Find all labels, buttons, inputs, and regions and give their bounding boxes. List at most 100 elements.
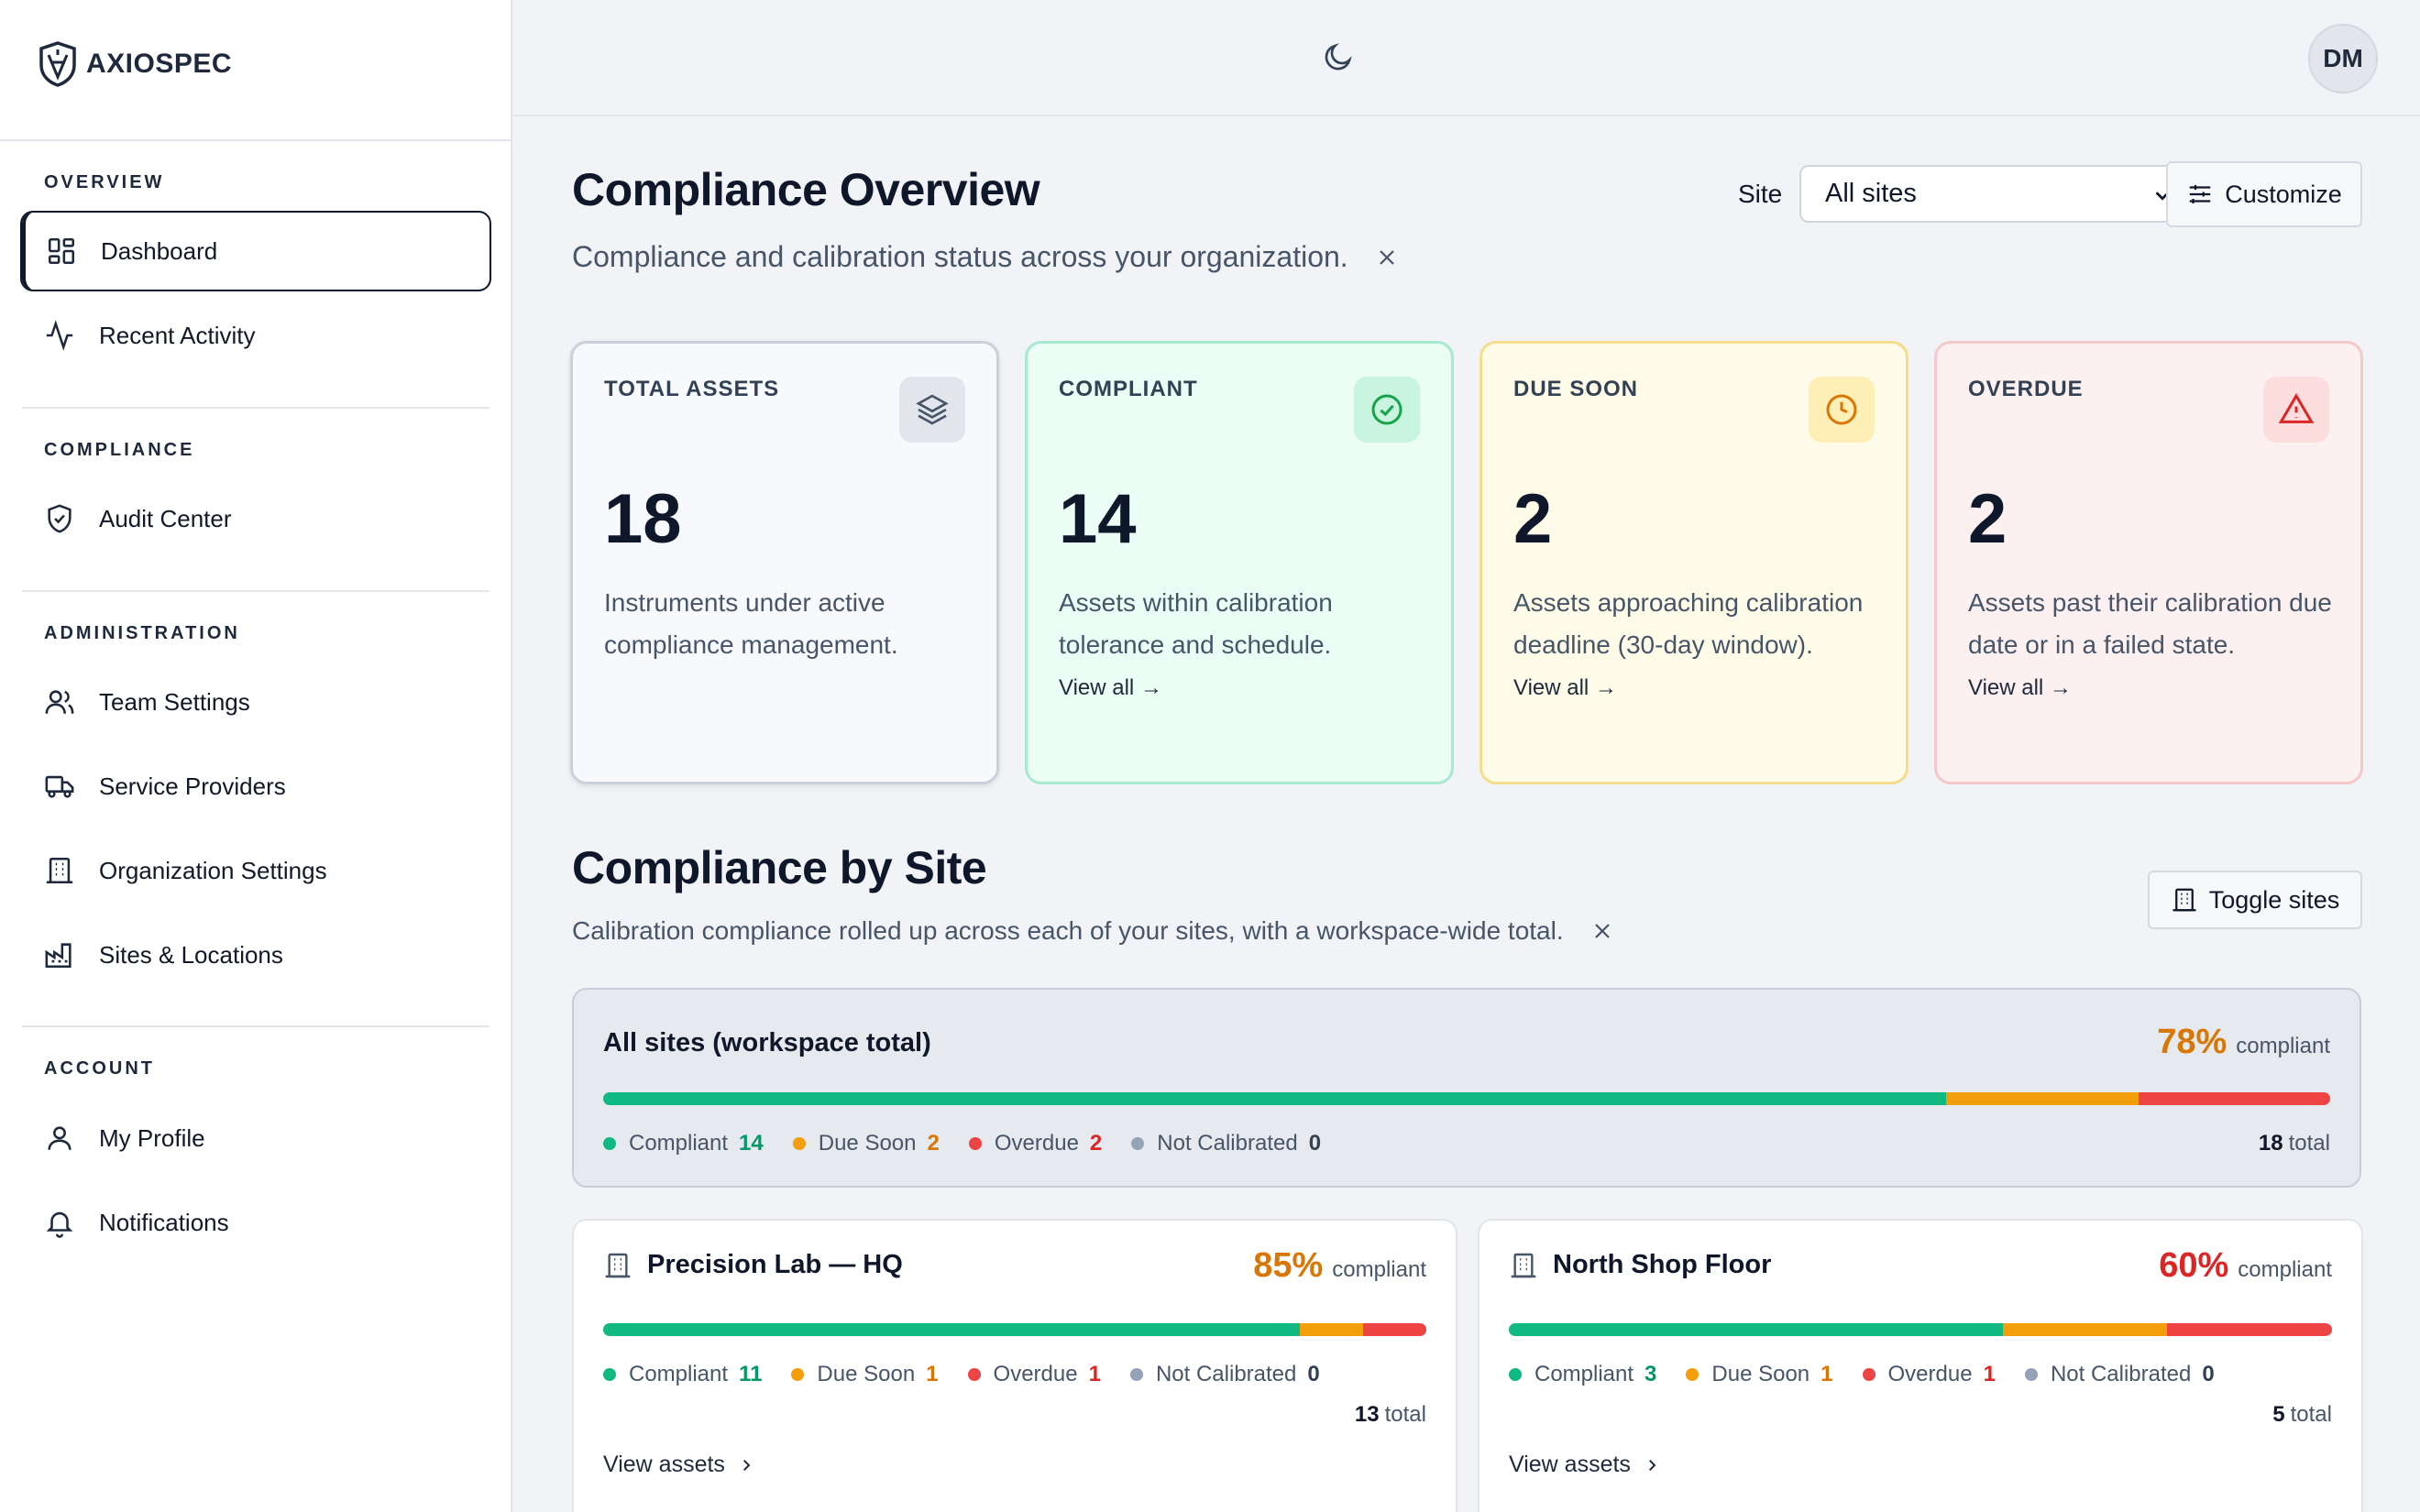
total-label: total [2288, 1131, 2330, 1156]
sidebar-item-label: Audit Center [99, 504, 232, 532]
page-subtitle-text: Compliance and calibration status across… [572, 240, 1348, 273]
toggle-sites-button[interactable]: Toggle sites [2148, 871, 2362, 929]
legend-label: Due Soon [817, 1362, 916, 1386]
card-value: 2 [1513, 480, 1553, 558]
card-description-text: Assets approaching calibration deadline … [1513, 588, 1864, 659]
view-all-link[interactable]: View all → [1059, 675, 1162, 700]
view-assets-label: View assets [603, 1452, 725, 1477]
sidebar-item-notifications[interactable]: Notifications [20, 1182, 491, 1263]
legend-compliant: Compliant 3 [1509, 1362, 1656, 1387]
site-title: Precision Lab — HQ [603, 1250, 903, 1280]
legend-count: 0 [1307, 1362, 1320, 1386]
sidebar-divider [0, 139, 512, 141]
sidebar-item-team-settings[interactable]: Team Settings [20, 662, 491, 742]
close-icon[interactable] [1376, 247, 1398, 268]
card-description: Assets approaching calibration deadline … [1513, 582, 1880, 707]
alert-triangle-icon [2278, 393, 2315, 423]
stat-card-compliant[interactable]: COMPLIANT 14 Assets within calibration t… [1025, 341, 1454, 784]
site-select-value: All sites [1825, 179, 1917, 208]
sidebar-item-label: Team Settings [99, 687, 250, 716]
site-filter-label: Site [1738, 180, 1783, 208]
card-value: 14 [1059, 480, 1137, 558]
bell-icon [46, 1211, 73, 1238]
status-dot [603, 1368, 616, 1381]
legend-overdue: Overdue 2 [968, 1131, 1102, 1156]
user-icon [48, 1126, 72, 1150]
legend-label: Compliant [1534, 1362, 1634, 1386]
bar-segment-overdue [1362, 1323, 1426, 1336]
sidebar-item-dashboard[interactable]: Dashboard [20, 211, 491, 291]
card-description-text: Instruments under active compliance mana… [604, 588, 898, 659]
legend-count: 2 [927, 1131, 940, 1156]
card-description-text: Assets past their calibration due date o… [1968, 588, 2332, 659]
section-subtitle-text: Calibration compliance rolled up across … [572, 916, 1564, 945]
legend: Compliant 3 Due Soon 1 Overdue 1 Not Calibr… [1509, 1362, 2244, 1387]
legend-overdue: Overdue 1 [1862, 1362, 1996, 1387]
card-value: 2 [1968, 480, 2008, 558]
card-label: TOTAL ASSETS [604, 377, 780, 401]
legend-not-calibrated: Not Calibrated 0 [2024, 1362, 2215, 1387]
workspace-title-text: All sites (workspace total) [603, 1028, 931, 1057]
status-dot [1131, 1137, 1145, 1150]
view-assets-link[interactable]: View assets [1509, 1452, 1660, 1478]
legend-count: 0 [2202, 1362, 2215, 1386]
sidebar-item-organization-settings[interactable]: Organization Settings [20, 830, 491, 911]
sidebar-separator [22, 590, 490, 592]
total-value: 13 [1354, 1402, 1380, 1427]
legend-count: 14 [739, 1131, 764, 1156]
section-administration: ADMINISTRATION [44, 623, 240, 643]
sliders-icon [2189, 185, 2211, 203]
status-dot [967, 1368, 981, 1381]
sidebar-item-recent-activity[interactable]: Recent Activity [20, 295, 491, 376]
sidebar-item-service-providers[interactable]: Service Providers [20, 746, 491, 827]
card-description: Assets within calibration tolerance and … [1059, 582, 1425, 707]
site-card-north-shop-floor: North Shop Floor 60% compliant Compliant… [1478, 1219, 2363, 1512]
shield-check-icon [48, 504, 72, 533]
sidebar-item-audit-center[interactable]: Audit Center [20, 478, 491, 559]
stat-card-total[interactable]: TOTAL ASSETS 18 Instruments under active… [570, 341, 999, 784]
sidebar-item-label: Service Providers [99, 772, 286, 800]
sidebar-item-my-profile[interactable]: My Profile [20, 1098, 491, 1178]
app-logo[interactable]: AXIOSPEC [37, 40, 232, 88]
total-value: 18 [2258, 1131, 2283, 1156]
percent-value: 78% [2157, 1023, 2228, 1061]
section-overview: OVERVIEW [44, 172, 165, 192]
toggle-sites-label: Toggle sites [2208, 885, 2340, 914]
card-icon-wrap [1354, 377, 1420, 443]
legend-label: Compliant [629, 1131, 729, 1156]
site-select[interactable]: All sites [1799, 165, 2191, 223]
sidebar-separator [22, 1025, 490, 1027]
legend-count: 0 [1308, 1131, 1322, 1156]
total-label: total [2290, 1402, 2332, 1427]
truck-icon [45, 775, 74, 798]
legend-label: Not Calibrated [1157, 1131, 1298, 1156]
view-all-link[interactable]: View all → [1513, 675, 1617, 700]
legend-compliant: Compliant 14 [603, 1131, 764, 1156]
view-assets-link[interactable]: View assets [603, 1452, 754, 1478]
percent-label: compliant [2238, 1257, 2332, 1282]
site-card-precision-lab: Precision Lab — HQ 85% compliant Complia… [572, 1219, 1458, 1512]
legend-count: 1 [1088, 1362, 1101, 1386]
check-circle-icon [1371, 394, 1402, 425]
moon-icon[interactable] [1322, 40, 1355, 73]
customize-button[interactable]: Customize [2166, 161, 2362, 227]
stat-card-due-soon[interactable]: DUE SOON 2 Assets approaching calibratio… [1480, 341, 1908, 784]
chevron-right-icon [1648, 1459, 1656, 1471]
percent-value: 60% [2159, 1246, 2229, 1285]
legend-overdue: Overdue 1 [967, 1362, 1101, 1387]
view-all-link[interactable]: View all → [1968, 675, 2072, 700]
compliance-bar [603, 1323, 1426, 1336]
status-dot [2024, 1368, 2038, 1381]
card-icon-wrap [1809, 377, 1875, 443]
sidebar-item-sites-locations[interactable]: Sites & Locations [20, 915, 491, 995]
card-value: 18 [604, 480, 682, 558]
compliance-bar [603, 1092, 2330, 1105]
avatar[interactable]: DM [2308, 24, 2378, 93]
card-label: DUE SOON [1513, 377, 1639, 401]
legend: Compliant 14 Due Soon 2 Overdue 2 Not Calib… [603, 1131, 1350, 1156]
close-icon[interactable] [1591, 920, 1613, 942]
status-dot [791, 1368, 805, 1381]
card-description: Instruments under active compliance mana… [604, 582, 971, 666]
stat-card-overdue[interactable]: OVERDUE 2 Assets past their calibration … [1934, 341, 2363, 784]
site-percent: 85% compliant [1253, 1246, 1426, 1286]
